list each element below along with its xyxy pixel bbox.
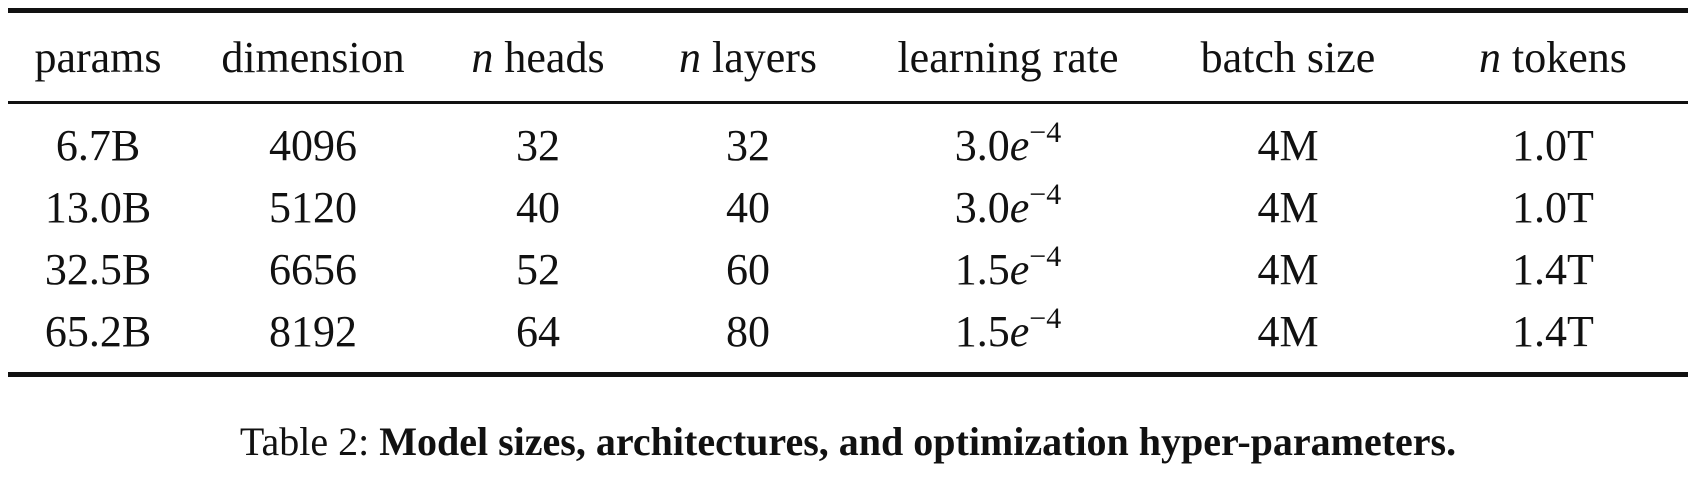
cell-params: 6.7B	[55, 120, 141, 170]
table-body: 6.7B 4096 32 32 3.0e−4 4M 1.0T 13.0B 512…	[8, 103, 1688, 375]
lr-exponent: −4	[1029, 301, 1062, 335]
cell-tokens: 1.4T	[1512, 244, 1594, 294]
cell-tokens: 1.0T	[1512, 182, 1594, 232]
caption-text: Model sizes, architectures, and optimiza…	[379, 419, 1457, 464]
cell-layers: 60	[726, 244, 770, 294]
cell-dimension: 4096	[269, 120, 357, 170]
header-n-heads-var: n	[471, 32, 494, 82]
header-row: params dimension n heads n layers learni…	[8, 10, 1688, 103]
header-dimension: dimension	[221, 32, 405, 82]
header-n-layers-label: layers	[700, 32, 818, 82]
cell-tokens: 1.4T	[1512, 306, 1594, 356]
lr-mantissa: 1.5	[954, 244, 1010, 294]
header-n-tokens: n tokens	[1418, 11, 1688, 103]
cell-batch-size: 4M	[1257, 244, 1319, 294]
lr-mantissa: 1.5	[954, 306, 1010, 356]
lr-mantissa: 3.0	[954, 182, 1010, 232]
lr-exponent: −4	[1029, 115, 1062, 149]
hyperparameter-table-container: params dimension n heads n layers learni…	[8, 8, 1688, 377]
cell-layers: 32	[726, 120, 770, 170]
cell-params: 32.5B	[44, 244, 152, 294]
header-n-layers-var: n	[678, 32, 701, 82]
cell-dimension: 5120	[269, 182, 357, 232]
header-n-heads-label: heads	[493, 32, 605, 82]
header-n-tokens-label: tokens	[1501, 32, 1627, 82]
cell-heads: 40	[516, 182, 560, 232]
header-params: params	[34, 32, 162, 82]
lr-e: e	[1009, 120, 1030, 170]
cell-layers: 80	[726, 306, 770, 356]
header-n-tokens-var: n	[1479, 32, 1502, 82]
header-batch-size: batch size	[1200, 32, 1376, 82]
lr-e: e	[1009, 182, 1030, 232]
header-learning-rate: learning rate	[897, 32, 1119, 82]
table-row: 65.2B 8192 64 80 1.5e−4 4M 1.4T	[8, 300, 1688, 375]
lr-exponent: −4	[1029, 239, 1062, 273]
table-row: 32.5B 6656 52 60 1.5e−4 4M 1.4T	[8, 238, 1688, 300]
cell-tokens: 1.0T	[1512, 120, 1594, 170]
table-caption: Table 2: Model sizes, architectures, and…	[0, 418, 1696, 466]
table-header: params dimension n heads n layers learni…	[8, 10, 1688, 103]
table-row: 6.7B 4096 32 32 3.0e−4 4M 1.0T	[8, 103, 1688, 177]
caption-label: Table 2:	[239, 419, 380, 464]
cell-heads: 32	[516, 120, 560, 170]
cell-dimension: 6656	[269, 244, 357, 294]
cell-learning-rate: 1.5e−4	[858, 238, 1158, 300]
cell-params: 65.2B	[44, 306, 152, 356]
header-n-heads: n heads	[438, 11, 638, 103]
cell-layers: 40	[726, 182, 770, 232]
cell-learning-rate: 1.5e−4	[858, 300, 1158, 375]
lr-mantissa: 3.0	[954, 120, 1010, 170]
lr-exponent: −4	[1029, 177, 1062, 211]
lr-e: e	[1009, 244, 1030, 294]
cell-batch-size: 4M	[1257, 120, 1319, 170]
lr-e: e	[1009, 306, 1030, 356]
cell-learning-rate: 3.0e−4	[858, 103, 1158, 177]
cell-dimension: 8192	[269, 306, 357, 356]
cell-batch-size: 4M	[1257, 306, 1319, 356]
cell-params: 13.0B	[44, 182, 152, 232]
table-row: 13.0B 5120 40 40 3.0e−4 4M 1.0T	[8, 176, 1688, 238]
cell-learning-rate: 3.0e−4	[858, 176, 1158, 238]
cell-heads: 64	[516, 306, 560, 356]
cell-batch-size: 4M	[1257, 182, 1319, 232]
header-n-layers: n layers	[638, 11, 858, 103]
cell-heads: 52	[516, 244, 560, 294]
hyperparameter-table: params dimension n heads n layers learni…	[8, 8, 1688, 377]
